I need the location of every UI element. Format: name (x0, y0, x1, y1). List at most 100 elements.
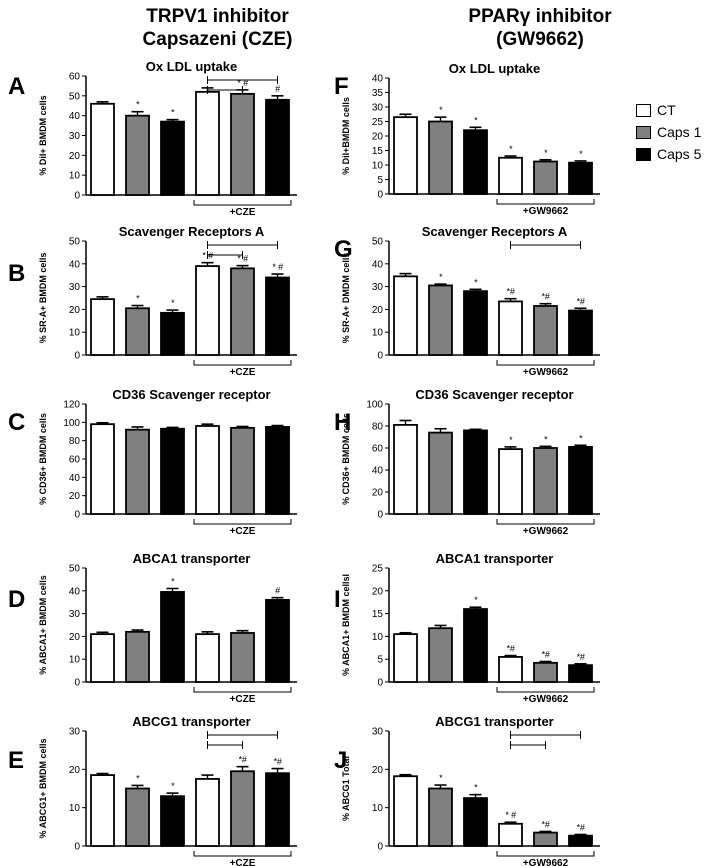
column-title-line1: PPARγ inhibitor (468, 6, 612, 27)
y-tick-label: 30 (372, 103, 384, 114)
significance-marker: # (275, 586, 281, 596)
bar (463, 129, 488, 195)
bar (498, 300, 523, 356)
significance-marker: * (544, 434, 548, 444)
significance-marker: * (136, 294, 140, 304)
panel-g: G Scavenger Receptors A % SR-A+ DMDM cells… (334, 224, 600, 378)
bar (160, 311, 185, 356)
panel-letter: G (334, 236, 353, 263)
y-axis-label: % ABCG1+ BMDM cells (38, 739, 48, 839)
y-tick-label: 10 (69, 655, 81, 666)
y-tick-label: 20 (69, 151, 81, 162)
panel-b: B Scavenger Receptors A % SR-A+ BMDM cells… (8, 224, 297, 378)
panel-title: Scavenger Receptors A (422, 224, 568, 239)
y-tick-label: 20 (69, 305, 81, 316)
bar (568, 309, 593, 356)
y-tick-label: 30 (69, 131, 81, 142)
bar (533, 661, 558, 683)
bar (230, 426, 255, 515)
legend: CT Caps 1 Caps 5 (636, 101, 701, 167)
y-tick-label: 40 (69, 259, 81, 270)
panel-title: CD36 Scavenger receptor (415, 387, 573, 402)
bar (90, 102, 115, 196)
significance-marker: * # (237, 78, 249, 88)
significance-marker: * (509, 144, 513, 154)
bar (265, 276, 290, 356)
y-axis-label: % SR-A+ BMDM cells (38, 253, 48, 344)
panel-title: ABCG1 transporter (435, 714, 553, 729)
y-tick-label: 100 (366, 400, 383, 411)
y-tick-label: 10 (372, 161, 384, 172)
bar (463, 290, 488, 356)
bar (498, 448, 523, 515)
y-tick-label: 10 (372, 803, 384, 814)
significance-marker: *# (541, 819, 551, 829)
y-tick-label: 20 (372, 586, 384, 597)
y-tick-label: 30 (69, 282, 81, 293)
panel-title: Scavenger Receptors A (119, 224, 265, 239)
y-tick-label: 0 (377, 510, 383, 521)
panel-letter: B (8, 260, 25, 287)
y-tick-label: 5 (377, 175, 383, 186)
significance-marker: *# (238, 755, 248, 765)
bar (498, 822, 523, 847)
y-tick-label: 20 (69, 765, 81, 776)
treatment-label: +GW9662 (523, 526, 569, 537)
bar (265, 98, 290, 196)
bar (428, 787, 453, 847)
column-title-line2: Capsazeni (CZE) (142, 29, 293, 50)
bar (90, 423, 115, 515)
significance-marker: *# (541, 292, 551, 302)
panel-f: F Ox LDL uptake % DiI+BMDM cells 0 5 10 15 20 25… (334, 61, 600, 217)
significance-marker: *# (576, 652, 586, 662)
panel-letter: J (334, 747, 347, 774)
bar (195, 90, 220, 196)
bar (160, 120, 185, 196)
bar (393, 116, 418, 195)
y-tick-label: 35 (372, 88, 384, 99)
legend-item-ct: CT (636, 101, 701, 119)
panel-letter: I (334, 586, 341, 613)
panel-letter: A (8, 73, 25, 100)
y-tick-label: 40 (372, 466, 384, 477)
significance-marker: * (439, 272, 443, 282)
bar (533, 305, 558, 356)
significance-marker: * (509, 435, 513, 445)
bar (568, 834, 593, 847)
significance-marker: *# (576, 823, 586, 833)
treatment-bracket (496, 360, 595, 366)
y-tick-label: 20 (69, 491, 81, 502)
panel-a: A Ox LDL uptake % DiI+ BMDM cells 0 10 20 30 40… (8, 59, 297, 218)
bar (230, 267, 255, 356)
treatment-bracket (193, 687, 292, 693)
panel-letter: C (8, 409, 25, 436)
bar (125, 630, 150, 683)
treatment-label: +GW9662 (523, 367, 569, 378)
panel-title: ABCG1 transporter (132, 714, 250, 729)
panel-title: ABCA1 transporter (133, 551, 251, 566)
panel-title: Ox LDL uptake (449, 61, 541, 76)
bar (498, 156, 523, 195)
panel-title: ABCA1 transporter (436, 551, 554, 566)
y-axis-label: % DiI+ BMDM cells (38, 95, 48, 175)
treatment-bracket (193, 360, 292, 366)
bar (125, 787, 150, 847)
y-tick-label: 50 (69, 564, 81, 575)
bar (125, 114, 150, 196)
y-tick-label: 15 (372, 146, 384, 157)
y-tick-label: 40 (69, 473, 81, 484)
legend-label: Caps 5 (657, 146, 702, 162)
y-tick-label: 20 (372, 488, 384, 499)
panel-i: I ABCA1 transporter % ABCA1+ BMDM cellsl 0 5… (334, 551, 600, 705)
bar (463, 608, 488, 683)
panel-h: H CD36 Scavenger receptor % CD36+ BMDM cel… (334, 387, 600, 537)
significance-marker: * (544, 148, 548, 158)
bar (428, 431, 453, 515)
y-tick-label: 30 (69, 609, 81, 620)
column-title-line2: (GW9662) (496, 29, 584, 50)
y-tick-label: 10 (372, 328, 384, 339)
y-tick-label: 80 (372, 422, 384, 433)
treatment-bracket (193, 519, 292, 525)
significance-marker: # (275, 84, 281, 94)
